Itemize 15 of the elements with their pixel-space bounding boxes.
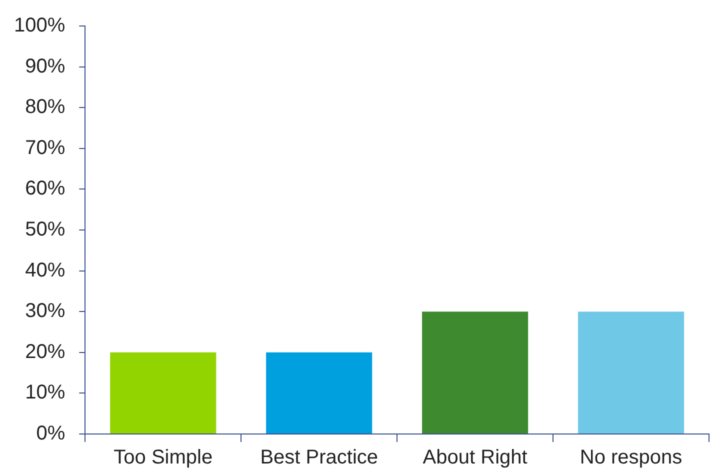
y-tick-label: 20% xyxy=(25,340,66,363)
y-tick-label: 80% xyxy=(25,96,66,118)
y-tick-label: 10% xyxy=(25,382,66,404)
x-tick-label: About Right xyxy=(422,446,528,469)
x-tick-label: Best Practice xyxy=(260,446,378,469)
y-tick-label: 50% xyxy=(25,218,66,241)
y-tick-label: 40% xyxy=(25,259,66,282)
y-tick-label: 30% xyxy=(25,300,66,322)
y-tick-label: 60% xyxy=(25,178,66,200)
x-tick-label: No respons xyxy=(580,446,682,469)
y-tick-label: 70% xyxy=(25,136,66,159)
y-tick-label: 100% xyxy=(14,14,66,37)
y-tick-label: 90% xyxy=(25,55,66,78)
x-tick-label: Too Simple xyxy=(114,446,213,469)
y-tick-label: 0% xyxy=(36,422,66,445)
